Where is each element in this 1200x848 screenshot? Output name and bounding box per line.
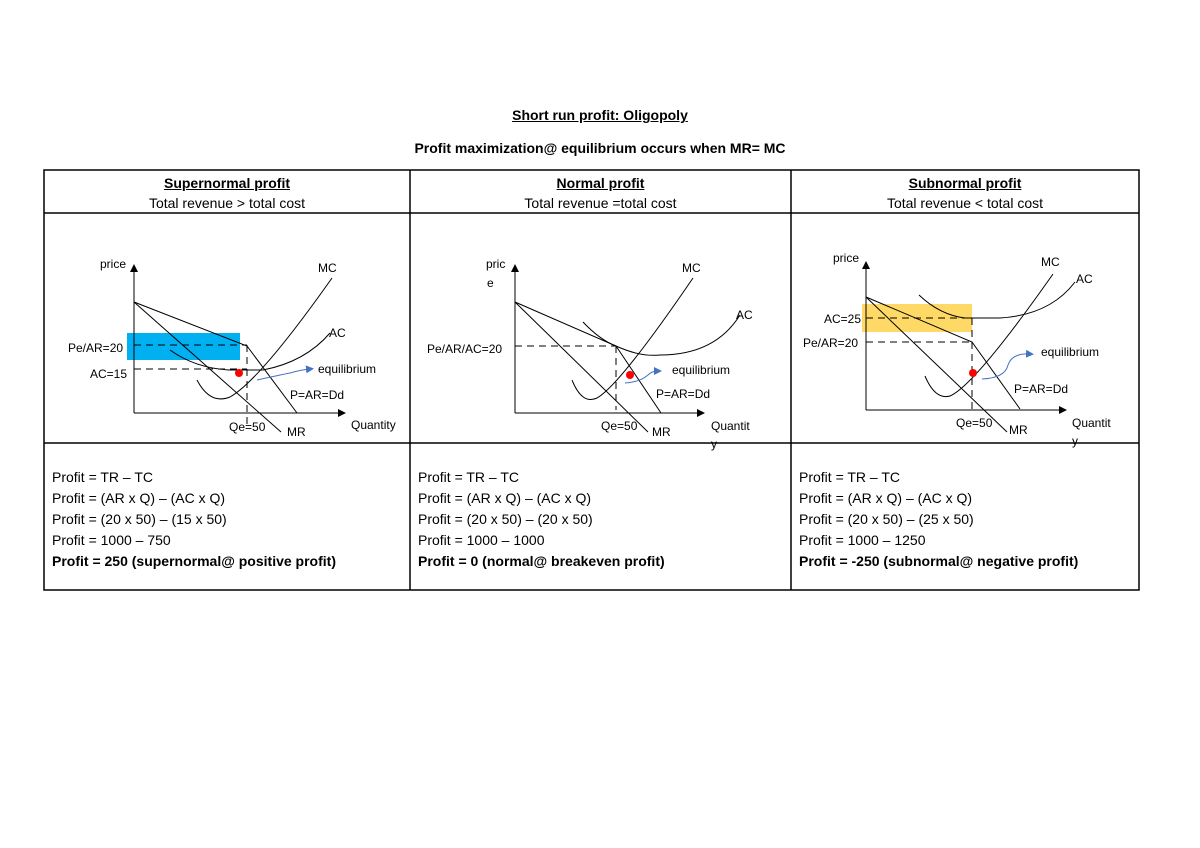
x-axis-label-wrap: y (1072, 434, 1078, 448)
calc-line: Profit = (AR x Q) – (AC x Q) (418, 490, 592, 506)
ar-demand-curve (514, 301, 662, 414)
mc-curve (196, 277, 333, 400)
calc-result: Profit = 0 (normal@ breakeven profit) (418, 553, 665, 569)
calc-line: Profit = (AR x Q) – (AC x Q) (52, 490, 226, 506)
demand-label: P=AR=Dd (290, 388, 345, 402)
price-label: Pe/AR=20 (803, 336, 859, 350)
calc-line: Profit = (20 x 50) – (20 x 50) (418, 511, 593, 527)
heading: Subnormal profit (908, 175, 1022, 191)
cost-label: AC=15 (90, 367, 128, 381)
mc-curve (571, 277, 694, 400)
header-supernormal: Supernormal profit Total revenue > total… (44, 173, 410, 213)
cost-label: AC=25 (824, 312, 862, 326)
ac-label: AC (329, 326, 346, 340)
mr-curve (865, 296, 1008, 433)
ac-curve (918, 281, 1076, 319)
calc-line: Profit = TR – TC (799, 469, 901, 485)
ac-curve (582, 314, 741, 356)
heading: Normal profit (556, 175, 645, 191)
calc-line: Profit = (AR x Q) – (AC x Q) (799, 490, 973, 506)
y-axis-label-wrap: e (487, 276, 494, 290)
page-subtitle: Profit maximization@ equilibrium occurs … (414, 140, 786, 156)
calc-result: Profit = -250 (subnormal@ negative profi… (799, 553, 1079, 569)
calc-line: Profit = 1000 – 1000 (418, 532, 545, 548)
calc-line: Profit = 1000 – 750 (52, 532, 171, 548)
mr-label: MR (287, 425, 306, 439)
supernormal-profit-area (127, 333, 240, 360)
equilibrium-arrow (981, 349, 1034, 380)
header-normal: Normal profit Total revenue =total cost (410, 173, 791, 213)
mc-label: MC (1041, 255, 1060, 269)
equilibrium-arrow (256, 365, 314, 381)
mc-curve (924, 273, 1054, 398)
quantity-label: Qe=50 (956, 416, 993, 430)
calc-line: Profit = TR – TC (418, 469, 520, 485)
subheading: Total revenue > total cost (148, 195, 306, 211)
equilibrium-label: equilibrium (318, 362, 377, 376)
demand-label: P=AR=Dd (656, 387, 711, 401)
mc-label: MC (682, 261, 701, 275)
equilibrium-arrow (624, 367, 662, 384)
calc-line: Profit = (20 x 50) – (25 x 50) (799, 511, 974, 527)
price-label: Pe/AR/AC=20 (427, 342, 503, 356)
calc-result: Profit = 250 (supernormal@ positive prof… (52, 553, 336, 569)
x-axis-label: Quantity (351, 418, 396, 432)
x-axis-label-wrap: y (711, 437, 717, 451)
header-subnormal: Subnormal profit Total revenue < total c… (791, 173, 1139, 213)
mr-label: MR (652, 425, 671, 439)
ac-label: AC (1076, 272, 1093, 286)
subheading: Total revenue =total cost (524, 195, 677, 211)
mr-curve (514, 301, 649, 433)
quantity-label: Qe=50 (229, 420, 266, 434)
ac-label: AC (736, 308, 753, 322)
equilibrium-dot (969, 369, 977, 377)
calc-line: Profit = TR – TC (52, 469, 154, 485)
calc-normal: Profit = TR – TC Profit = (AR x Q) – (AC… (418, 467, 665, 572)
calc-subnormal: Profit = TR – TC Profit = (AR x Q) – (AC… (799, 467, 1078, 572)
diagram-normal (511, 264, 741, 433)
diagram-subnormal (862, 261, 1076, 433)
calc-line: Profit = 1000 – 1250 (799, 532, 926, 548)
heading: Supernormal profit (163, 175, 290, 191)
demand-label: P=AR=Dd (1014, 382, 1069, 396)
mr-label: MR (1009, 423, 1028, 437)
subheading: Total revenue < total cost (886, 195, 1044, 211)
equilibrium-dot (626, 371, 634, 379)
diagram-supernormal (127, 264, 346, 433)
calc-supernormal: Profit = TR – TC Profit = (AR x Q) – (AC… (52, 467, 336, 572)
y-axis-label: price (100, 257, 127, 271)
table-grid (43, 169, 1140, 591)
x-axis-label: Quantit (1072, 416, 1111, 430)
y-axis-label: pric (486, 257, 506, 271)
x-axis-label: Quantit (711, 419, 750, 433)
page-title: Short run profit: Oligopoly (512, 107, 688, 123)
quantity-label: Qe=50 (601, 419, 638, 433)
mc-label: MC (318, 261, 337, 275)
equilibrium-label: equilibrium (672, 363, 731, 377)
equilibrium-label: equilibrium (1041, 345, 1100, 359)
equilibrium-dot (235, 369, 243, 377)
calc-line: Profit = (20 x 50) – (15 x 50) (52, 511, 227, 527)
y-axis-label: price (833, 251, 860, 265)
ac-curve (169, 332, 331, 371)
price-label: Pe/AR=20 (68, 341, 124, 355)
